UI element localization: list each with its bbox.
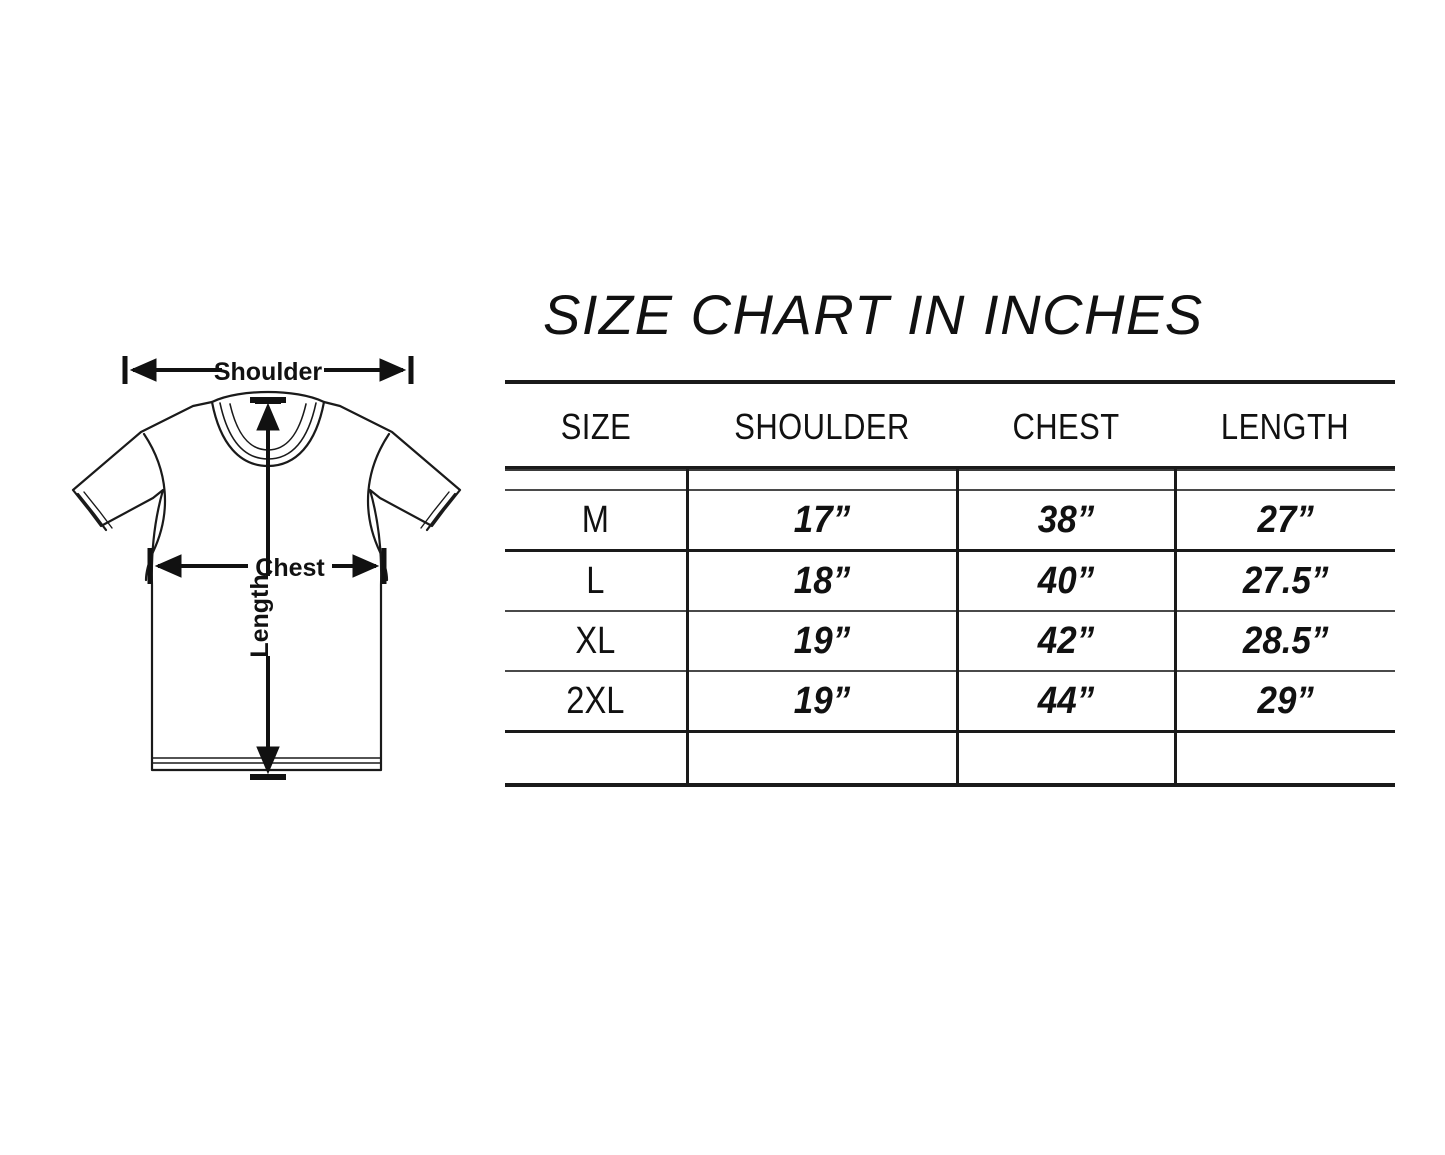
size-chart-panel: SIZE CHART IN INCHES SIZE SHOULDER: [505, 283, 1395, 789]
cell-size: 2XL: [517, 670, 676, 732]
table-empty-row: [505, 730, 1395, 785]
cell-shoulder: 18”: [697, 549, 948, 611]
shoulder-label: Shoulder: [214, 358, 323, 386]
rule-seg: [1175, 466, 1395, 470]
cell-shoulder: 19”: [697, 670, 948, 732]
cell-length: 29”: [1183, 670, 1387, 732]
cell-empty: [1175, 730, 1395, 785]
cell-chest: 38”: [965, 489, 1168, 551]
rule-seg: [687, 380, 957, 388]
header-spacer-row: [505, 469, 1395, 490]
cell-size: M: [517, 489, 676, 551]
chart-title: SIZE CHART IN INCHES: [543, 283, 1204, 346]
rule-seg: [1175, 469, 1395, 490]
rule-seg: [957, 466, 1177, 470]
length-label: Length: [246, 574, 274, 657]
rule-seg: [687, 469, 959, 490]
column-header-size: SIZE: [560, 406, 632, 447]
size-table: SIZE SHOULDER CHEST LENGTH: [505, 380, 1395, 789]
table-bottom-rule: [505, 783, 1395, 789]
rule-seg: [1175, 783, 1395, 789]
chest-dimension-line: [147, 548, 387, 584]
cell-shoulder: 17”: [697, 489, 948, 551]
column-header-shoulder: SHOULDER: [734, 406, 910, 447]
t-shirt-illustration: Shoulder: [71, 356, 462, 780]
cell-size: L: [517, 549, 676, 611]
length-dimension-line: [250, 397, 286, 780]
cell-empty: [957, 730, 1177, 785]
cell-length: 28.5”: [1183, 610, 1387, 671]
cell-size: XL: [517, 610, 676, 671]
cell-chest: 42”: [965, 610, 1168, 671]
cell-length: 27”: [1183, 489, 1387, 551]
t-shirt-measurement-diagram: Shoulder: [40, 340, 500, 810]
rule-seg: [957, 469, 1177, 490]
rule-seg: [957, 783, 1175, 789]
table-top-rule: [505, 380, 1395, 388]
cell-empty: [687, 730, 959, 785]
size-table-container: SIZE SHOULDER CHEST LENGTH: [505, 380, 1395, 789]
table-row: 2XL 19” 44” 29”: [505, 670, 1395, 732]
rule-seg: [687, 466, 959, 470]
cell-chest: 44”: [965, 670, 1168, 732]
cell-empty: [505, 730, 689, 785]
rule-seg: [505, 469, 689, 490]
cell-shoulder: 19”: [697, 610, 948, 671]
rule-seg: [687, 783, 957, 789]
rule-seg: [1175, 380, 1395, 388]
rule-seg: [505, 466, 689, 470]
column-header-chest: CHEST: [1012, 406, 1120, 447]
cell-length: 27.5”: [1183, 549, 1387, 611]
rule-seg: [505, 380, 687, 388]
rule-seg: [505, 783, 687, 789]
table-row: M 17” 38” 27”: [505, 489, 1395, 551]
rule-seg: [957, 380, 1175, 388]
table-row: XL 19” 42” 28.5”: [505, 610, 1395, 671]
header-under-rule: [505, 466, 1395, 470]
table-header-row: SIZE SHOULDER CHEST LENGTH: [505, 388, 1395, 468]
column-header-length: LENGTH: [1220, 406, 1350, 447]
cell-chest: 40”: [965, 549, 1168, 611]
table-row: L 18” 40” 27.5”: [505, 549, 1395, 611]
shoulder-dimension-line: [122, 356, 414, 384]
